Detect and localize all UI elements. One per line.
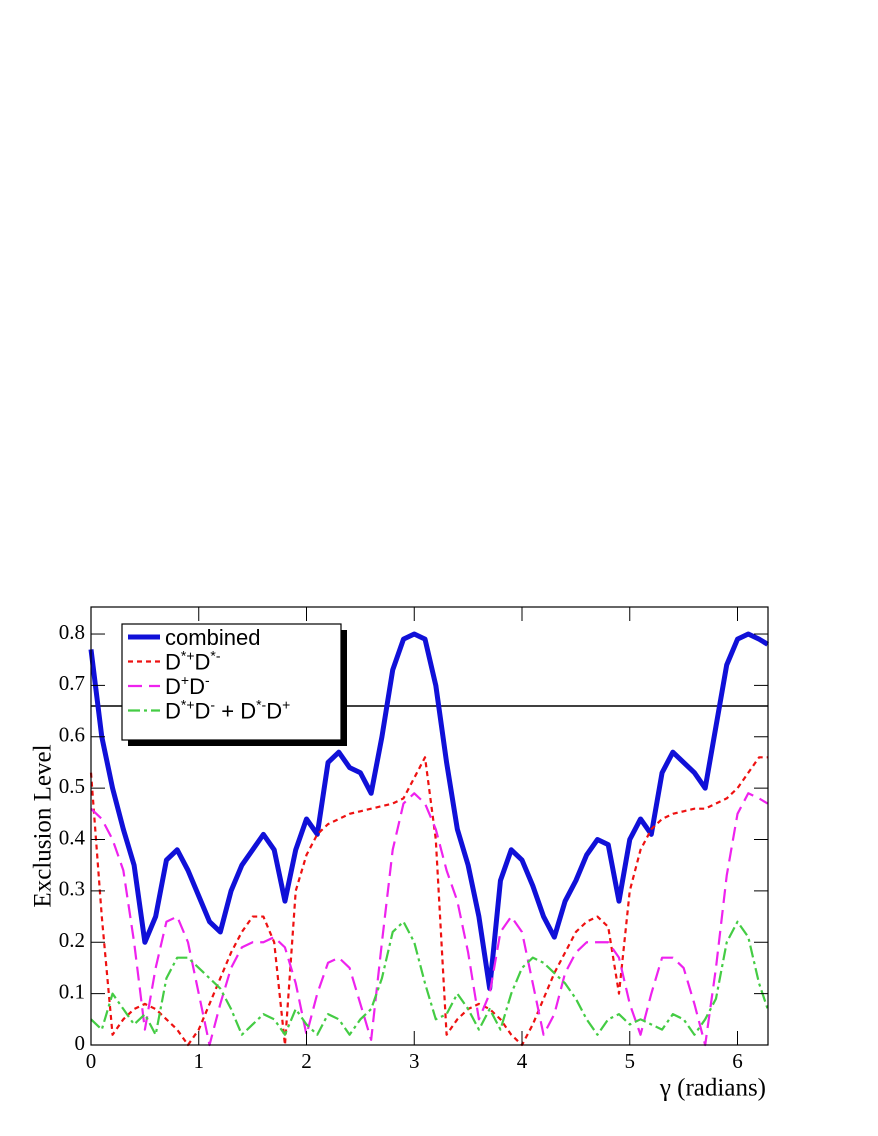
x-tick-label: 3	[409, 1049, 420, 1073]
y-tick-label: 0.6	[59, 723, 85, 747]
y-tick-label: 0.3	[59, 877, 85, 901]
series-line	[90, 920, 769, 1036]
y-tick-label: 0.5	[59, 774, 85, 798]
y-tick-label: 0.2	[59, 928, 85, 952]
plot-frame	[90, 606, 769, 1046]
y-tick-label: 0.4	[59, 825, 86, 849]
x-tick-label: 4	[517, 1049, 528, 1073]
x-tick-label: 1	[194, 1049, 205, 1073]
series-line	[90, 792, 769, 1047]
legend	[121, 623, 342, 741]
x-tick-label: 6	[732, 1049, 743, 1073]
y-tick-label: 0.7	[59, 671, 85, 695]
series-line	[88, 631, 769, 991]
legend-label: D+D-	[165, 672, 210, 699]
x-axis-label: γ (radians)	[659, 1075, 766, 1102]
x-tick-label: 0	[86, 1049, 97, 1073]
legend-label: combined	[165, 625, 260, 650]
y-tick-label: 0.8	[59, 620, 85, 644]
y-tick-label: 0	[75, 1031, 86, 1055]
x-tick-label: 2	[301, 1049, 312, 1073]
y-axis-label: Exclusion Level	[30, 744, 57, 907]
series-line	[89, 756, 768, 1047]
legend-label: D*+D- + D*-D+	[165, 697, 290, 724]
y-tick-label: 0.1	[59, 979, 85, 1003]
legend-label: D*+D*-	[165, 648, 221, 675]
x-tick-label: 5	[625, 1049, 636, 1073]
